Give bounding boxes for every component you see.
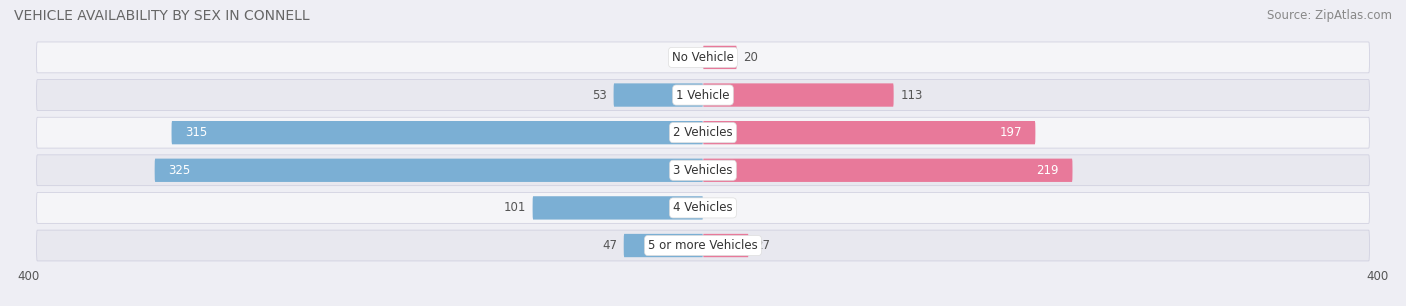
Text: VEHICLE AVAILABILITY BY SEX IN CONNELL: VEHICLE AVAILABILITY BY SEX IN CONNELL [14,9,309,23]
Text: 4 Vehicles: 4 Vehicles [673,201,733,215]
Text: 0: 0 [689,51,696,64]
Text: 219: 219 [1036,164,1059,177]
FancyBboxPatch shape [703,234,748,257]
FancyBboxPatch shape [37,42,1369,73]
Text: 47: 47 [602,239,617,252]
Text: 5 or more Vehicles: 5 or more Vehicles [648,239,758,252]
FancyBboxPatch shape [37,230,1369,261]
FancyBboxPatch shape [37,80,1369,110]
FancyBboxPatch shape [37,117,1369,148]
FancyBboxPatch shape [703,46,737,69]
Text: 20: 20 [744,51,758,64]
Text: 101: 101 [503,201,526,215]
Legend: Male, Female: Male, Female [630,301,776,306]
Text: 27: 27 [755,239,770,252]
Text: 0: 0 [710,201,717,215]
Text: 3 Vehicles: 3 Vehicles [673,164,733,177]
Text: 325: 325 [169,164,190,177]
FancyBboxPatch shape [155,159,703,182]
Text: 53: 53 [592,88,607,102]
FancyBboxPatch shape [613,83,703,107]
Text: 2 Vehicles: 2 Vehicles [673,126,733,139]
FancyBboxPatch shape [172,121,703,144]
Text: 197: 197 [1000,126,1022,139]
Text: 315: 315 [186,126,207,139]
Text: Source: ZipAtlas.com: Source: ZipAtlas.com [1267,9,1392,22]
FancyBboxPatch shape [37,192,1369,223]
FancyBboxPatch shape [533,196,703,220]
FancyBboxPatch shape [703,159,1073,182]
Text: 1 Vehicle: 1 Vehicle [676,88,730,102]
FancyBboxPatch shape [624,234,703,257]
Text: 113: 113 [900,88,922,102]
Text: No Vehicle: No Vehicle [672,51,734,64]
FancyBboxPatch shape [703,121,1035,144]
FancyBboxPatch shape [703,83,894,107]
FancyBboxPatch shape [37,155,1369,186]
